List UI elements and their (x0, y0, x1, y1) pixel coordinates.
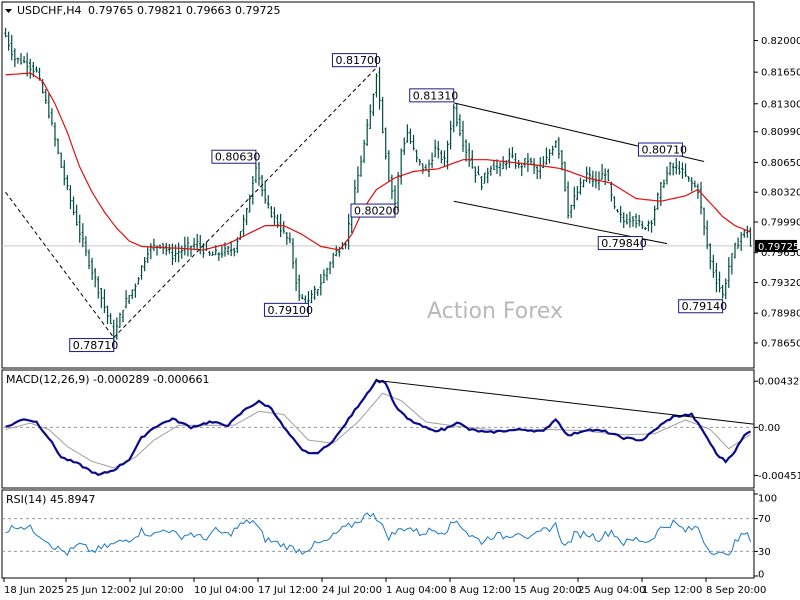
price-tick-label: 0.80990 (761, 127, 800, 138)
trend-line (113, 67, 377, 338)
macd-tick-label: 0.004325 (758, 377, 800, 388)
macd-tick-label: 0.00 (758, 423, 780, 434)
ohlc-low: 0.79663 (186, 4, 232, 17)
price-tick-label: 0.81300 (761, 99, 800, 110)
price-label-box (69, 338, 115, 353)
rsi-line (5, 512, 751, 557)
macd-signal-line (5, 392, 751, 469)
time-tick-label: 18 Jun 2025 (4, 585, 64, 596)
ohlc-high: 0.79821 (137, 4, 183, 17)
price-label-box (211, 149, 257, 164)
price-candles (4, 27, 752, 348)
price-tick-label: 0.81650 (761, 68, 800, 79)
moving-average (5, 72, 751, 251)
time-tick-label: 8 Aug 12:00 (450, 585, 511, 596)
macd-panel-frame (1, 369, 755, 489)
rsi-grid (2, 518, 754, 552)
rsi-tick-label: 30 (758, 547, 771, 558)
rsi-axis: 100 70 30 0 (754, 493, 777, 581)
watermark: Action Forex (427, 299, 563, 324)
rsi-panel-frame (1, 489, 755, 579)
ohlc-open: 0.79765 (88, 4, 134, 17)
price-tick-label: 0.80650 (761, 158, 800, 169)
time-tick-label: 1 Sep 12:00 (642, 585, 702, 596)
time-tick-label: 17 Jul 12:00 (258, 585, 318, 596)
chevron-down-icon[interactable] (5, 9, 12, 13)
price-tick-label: 0.78980 (761, 309, 800, 320)
time-tick-label: 1 Aug 04:00 (386, 585, 447, 596)
price-label-text: 0.79100 (267, 304, 313, 317)
time-tick-label: 24 Jul 20:00 (322, 585, 382, 596)
price-tick-label: 0.78650 (761, 338, 800, 349)
price-tick-label: 0.79650 (761, 248, 800, 259)
ohlc-close: 0.79725 (235, 4, 281, 17)
time-axis: 18 Jun 2025 25 Jun 12:00 2 Jul 20:00 10 Jul… (3, 578, 766, 596)
price-label-box (263, 302, 309, 317)
time-tick-label: 15 Aug 20:00 (514, 585, 581, 596)
price-label-text: 0.81310 (413, 89, 459, 102)
rsi-line-path (5, 512, 751, 557)
price-label-text: 0.80630 (215, 151, 261, 164)
price-label-text: 0.81700 (335, 54, 381, 67)
rsi-tick-label: 100 (758, 494, 777, 505)
rsi-tick-label: 70 (758, 514, 771, 525)
macd-title: MACD(12,26,9) -0.000289 -0.000661 (6, 373, 209, 386)
time-tick-label: 25 Jun 12:00 (66, 585, 130, 596)
moving-average-line (5, 72, 751, 251)
price-label-box (350, 203, 396, 218)
price-tick-label: 0.80320 (761, 188, 800, 199)
symbol-label: USDCHF,H4 (17, 4, 82, 17)
price-axis: 0.82000 0.81650 0.81300 0.80990 0.80650 0.803… (754, 36, 800, 349)
macd-lines (5, 378, 754, 477)
time-tick-label: 25 Aug 04:00 (578, 585, 645, 596)
price-panel-frame (1, 1, 755, 369)
price-label-text: 0.79140 (682, 300, 728, 313)
macd-axis: 0.004325 0.00 -0.004511 (754, 377, 800, 482)
price-label-box (331, 53, 377, 68)
price-label-box (678, 299, 724, 314)
price-label-text: 0.79840 (601, 237, 647, 250)
price-label-text: 0.78710 (73, 339, 119, 352)
time-tick-label: 10 Jul 04:00 (194, 585, 254, 596)
price-tick-label: 0.82000 (761, 36, 800, 47)
price-label-box (637, 142, 683, 157)
current-price-badge (755, 239, 797, 252)
price-label-box (409, 88, 455, 103)
price-labels: 0.78710 0.80630 0.79100 0.81700 0.80200 0.813… (69, 53, 728, 353)
current-price-label: 0.79725 (758, 242, 799, 253)
rsi-tick-label: 0 (758, 570, 764, 581)
price-label-box (597, 236, 643, 251)
chart-header: USDCHF,H4 0.79765 0.79821 0.79663 0.7972… (5, 4, 281, 17)
price-tick-label: 0.79990 (761, 218, 800, 229)
macd-tick-label: -0.004511 (758, 471, 800, 482)
trend-line (5, 191, 115, 338)
price-label-text: 0.80710 (641, 144, 687, 157)
macd-trend-line (376, 379, 754, 425)
time-tick-label: 2 Jul 20:00 (130, 585, 184, 596)
rsi-title: RSI(14) 45.8947 (6, 493, 95, 506)
time-tick-label: 8 Sep 20:00 (706, 585, 766, 596)
price-label-text: 0.80200 (354, 205, 400, 218)
price-tick-label: 0.79320 (761, 278, 800, 289)
